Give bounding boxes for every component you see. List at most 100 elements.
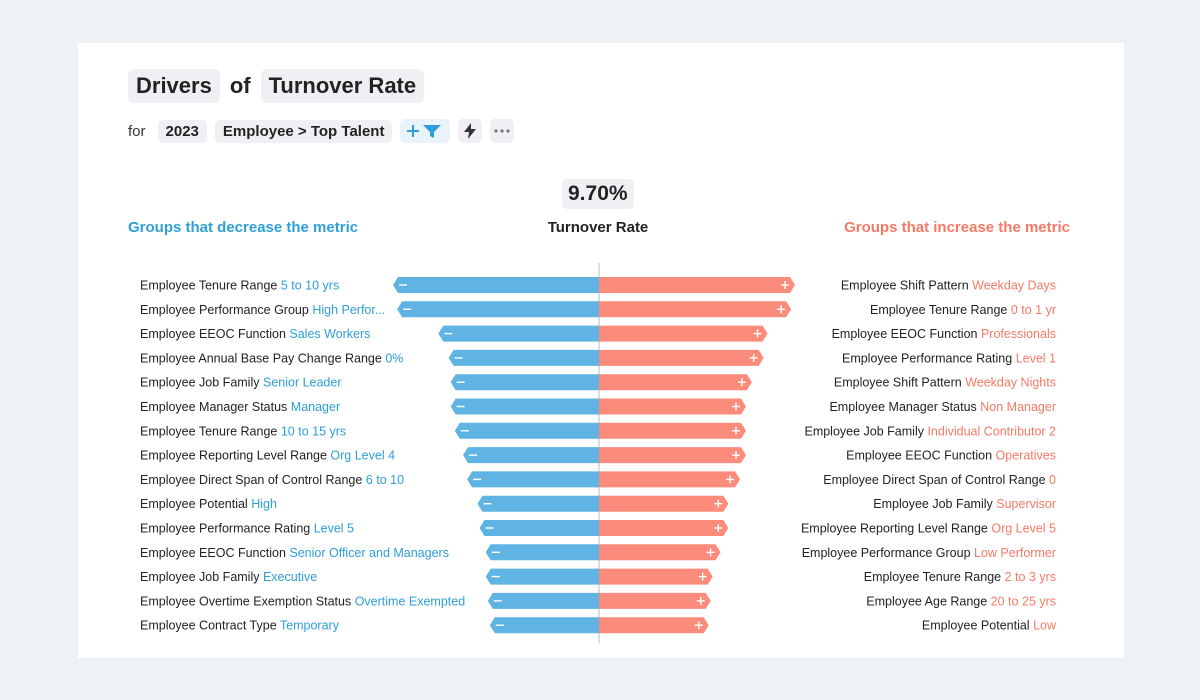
increase-row-label: Employee EEOC Function Operatives: [846, 449, 1056, 463]
drivers-chip[interactable]: Drivers: [128, 69, 220, 103]
decrease-attribute-label: Employee Potential: [140, 497, 251, 511]
add-filter-button[interactable]: [400, 119, 451, 143]
decrease-bar[interactable]: [477, 495, 599, 512]
decrease-attribute-label: Employee Job Family: [140, 376, 263, 390]
increase-group-label: Weekday Days: [972, 279, 1056, 293]
increase-bar[interactable]: [599, 520, 729, 536]
increase-row-label: Employee EEOC Function Professionals: [832, 327, 1056, 341]
increase-bar[interactable]: [599, 447, 746, 464]
increase-attribute-label: Employee Direct Span of Control Range: [823, 473, 1049, 487]
plus-icon: [732, 426, 740, 435]
decrease-bar[interactable]: [487, 592, 599, 609]
increase-bar[interactable]: [599, 277, 795, 293]
decrease-group-label: Senior Officer and Managers: [289, 546, 449, 560]
increase-row-label: Employee Age Range 20 to 25 yrs: [866, 594, 1056, 608]
decrease-bar[interactable]: [438, 325, 599, 342]
increase-bar[interactable]: [599, 325, 768, 342]
more-options-button[interactable]: [490, 119, 515, 143]
increase-bar[interactable]: [599, 592, 711, 609]
increase-attribute-label: Employee Job Family: [804, 424, 927, 438]
plus-icon: [732, 451, 740, 460]
drivers-card: Drivers of Turnover Rate for 2023 Employ…: [78, 43, 1124, 658]
decrease-row-label: Employee EEOC Function Senior Officer an…: [140, 546, 449, 560]
decrease-bar[interactable]: [450, 374, 599, 391]
decrease-row-label: Employee Contract Type Temporary: [140, 619, 340, 633]
lightning-button[interactable]: [458, 119, 483, 143]
increase-group-label: Operatives: [996, 449, 1056, 463]
metric-label: Turnover Rate: [547, 219, 649, 236]
decrease-bar[interactable]: [463, 447, 599, 464]
decrease-attribute-label: Employee Performance Group: [140, 303, 312, 317]
increase-row-label: Employee Tenure Range 0 to 1 yr: [870, 303, 1056, 317]
increase-attribute-label: Employee Tenure Range: [864, 570, 1005, 584]
increase-row-label: Employee Performance Group Low Performer: [802, 546, 1056, 560]
decrease-group-label: Level 5: [314, 522, 354, 536]
decrease-bar[interactable]: [393, 277, 599, 293]
plus-icon: [698, 572, 707, 581]
increase-attribute-label: Employee Manager Status: [829, 400, 980, 414]
decrease-bar[interactable]: [450, 398, 599, 415]
decrease-group-label: 10 to 15 yrs: [281, 424, 346, 438]
decrease-row-label: Employee Manager Status Manager: [140, 400, 340, 414]
more-options-icon: [494, 129, 511, 133]
decrease-attribute-label: Employee Contract Type: [140, 619, 280, 633]
increase-row-label: Employee Manager Status Non Manager: [829, 400, 1056, 414]
year-filter-chip[interactable]: 2023: [157, 119, 207, 143]
metric-selector-chip[interactable]: Turnover Rate: [260, 69, 425, 103]
increase-attribute-label: Employee Performance Rating: [842, 351, 1016, 365]
driver-chart: Employee Tenure Range 5 to 10 yrsEmploye…: [140, 263, 1057, 644]
decrease-bar[interactable]: [479, 520, 599, 536]
decrease-bar[interactable]: [448, 349, 599, 366]
decrease-bar[interactable]: [485, 568, 599, 585]
increase-attribute-label: Employee Reporting Level Range: [801, 522, 991, 536]
decrease-group-label: Overtime Exempted: [355, 594, 466, 608]
decrease-attribute-label: Employee EEOC Function: [140, 546, 289, 560]
increase-group-label: Non Manager: [980, 400, 1056, 414]
decrease-row-label: Employee Job Family Executive: [140, 570, 317, 584]
lightning-icon: [464, 123, 477, 139]
decrease-bar[interactable]: [467, 471, 599, 488]
increase-attribute-label: Employee Potential: [922, 619, 1033, 633]
decrease-bar[interactable]: [489, 617, 599, 634]
increase-group-label: Individual Contributor 2: [927, 424, 1056, 438]
plus-icon: [749, 353, 758, 362]
increase-row-label: Employee Reporting Level Range Org Level…: [801, 522, 1056, 536]
decrease-group-label: Sales Workers: [289, 327, 370, 341]
increase-bar[interactable]: [599, 568, 713, 585]
decrease-row-label: Employee Tenure Range 10 to 15 yrs: [140, 424, 346, 438]
decrease-attribute-label: Employee Tenure Range: [140, 424, 281, 438]
increase-attribute-label: Employee Age Range: [866, 594, 990, 608]
decrease-bar[interactable]: [485, 544, 599, 561]
increase-row-label: Employee Tenure Range 2 to 3 yrs: [864, 570, 1056, 584]
increase-bar[interactable]: [599, 617, 709, 634]
plus-icon: [714, 499, 723, 508]
increase-bar[interactable]: [599, 374, 752, 391]
increase-bar[interactable]: [599, 471, 741, 488]
increase-group-label: Professionals: [981, 327, 1056, 341]
plus-icon: [737, 378, 746, 387]
increase-group-label: 0 to 1 yr: [1011, 303, 1056, 317]
increase-bar[interactable]: [599, 422, 746, 439]
decrease-row-label: Employee Performance Rating Level 5: [140, 522, 354, 536]
population-filter-chip[interactable]: Employee > Top Talent: [214, 119, 393, 143]
increase-group-label: Low: [1033, 619, 1057, 633]
increase-bar[interactable]: [599, 495, 729, 512]
increase-attribute-label: Employee Performance Group: [802, 546, 974, 560]
increase-row-label: Employee Job Family Individual Contribut…: [804, 424, 1056, 438]
decrease-group-label: Manager: [291, 400, 340, 414]
increase-attribute-label: Employee EEOC Function: [832, 327, 981, 341]
increase-attribute-label: Employee Job Family: [873, 497, 996, 511]
decrease-bar[interactable]: [454, 422, 599, 439]
decrease-attribute-label: Employee Manager Status: [140, 400, 291, 414]
decrease-bar[interactable]: [397, 301, 599, 318]
plus-icon: [694, 621, 703, 630]
increase-bar[interactable]: [599, 398, 746, 415]
increase-row-label: Employee Direct Span of Control Range 0: [823, 473, 1056, 487]
increase-bar[interactable]: [599, 349, 764, 366]
increase-bar[interactable]: [599, 544, 721, 561]
for-label: for: [128, 122, 146, 140]
plus-icon: [732, 402, 740, 411]
increase-bar[interactable]: [599, 301, 792, 318]
decrease-group-label: Senior Leader: [263, 376, 342, 390]
increase-attribute-label: Employee Tenure Range: [870, 303, 1011, 317]
